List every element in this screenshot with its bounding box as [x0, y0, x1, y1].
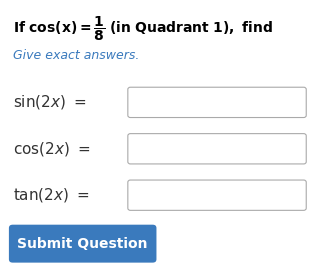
FancyBboxPatch shape [128, 180, 306, 210]
Text: Submit Question: Submit Question [17, 237, 148, 251]
Text: $\tan(2x)\ =$: $\tan(2x)\ =$ [13, 186, 89, 204]
Text: $\bf{If\ cos}(x) = \dfrac{1}{8}\ \bf{(in\ Quadrant\ 1),\ find}$: $\bf{If\ cos}(x) = \dfrac{1}{8}\ \bf{(in… [13, 14, 273, 43]
Text: $\sin(2x)\ =$: $\sin(2x)\ =$ [13, 93, 86, 111]
FancyBboxPatch shape [128, 133, 306, 164]
FancyBboxPatch shape [9, 225, 156, 263]
Text: Give exact answers.: Give exact answers. [13, 49, 139, 63]
FancyBboxPatch shape [128, 87, 306, 117]
Text: $\cos(2x)\ =$: $\cos(2x)\ =$ [13, 140, 90, 158]
